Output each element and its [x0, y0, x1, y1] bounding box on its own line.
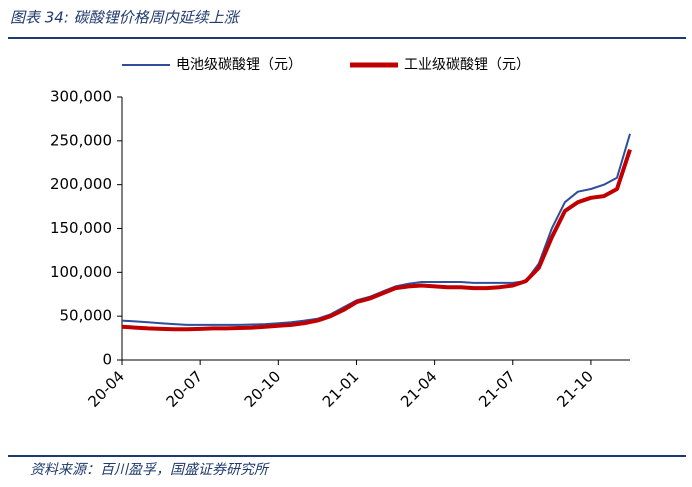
series-line	[121, 148, 632, 332]
source-note: 资料来源：百川盈孚，国盛证券研究所	[30, 462, 270, 478]
y-tick-label: 0	[102, 351, 112, 369]
y-tick-label: 50,000	[60, 307, 113, 325]
x-tick-label: 20-07	[163, 367, 207, 411]
x-tick-label: 21-04	[397, 367, 441, 411]
x-tick-label: 21-10	[553, 367, 597, 411]
y-tick-label: 250,000	[50, 131, 112, 149]
x-tick-label: 20-04	[84, 367, 128, 411]
legend-label: 工业级碳酸锂（元）	[404, 57, 530, 73]
x-tick-label: 21-01	[319, 367, 363, 411]
x-tick-label: 21-07	[475, 367, 519, 411]
y-tick-label: 200,000	[50, 175, 112, 193]
y-tick-label: 150,000	[50, 219, 112, 237]
legend-label: 电池级碳酸锂（元）	[176, 57, 302, 73]
chart-title: 图表 34: 碳酸锂价格周内延续上涨	[10, 9, 241, 27]
y-tick-label: 300,000	[50, 88, 112, 106]
y-tick-label: 100,000	[50, 263, 112, 281]
x-tick-label: 20-10	[241, 367, 285, 411]
